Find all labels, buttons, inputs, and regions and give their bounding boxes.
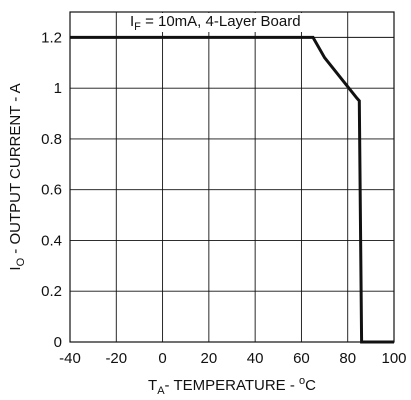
x-axis-symbol: T: [148, 377, 157, 394]
annotation-symbol: I: [130, 13, 134, 30]
x-tick-label: 80: [339, 350, 356, 367]
x-axis-superscript: o: [299, 375, 305, 387]
x-axis-text: - TEMPERATURE -: [165, 377, 299, 394]
series-group: [70, 35, 394, 344]
y-tick-label: 1: [54, 80, 62, 97]
x-tick-label: 0: [158, 350, 166, 367]
x-axis-unit: C: [305, 377, 316, 394]
x-tick-label: -20: [105, 350, 127, 367]
y-axis-text: - OUTPUT CURRENT - A: [7, 83, 24, 257]
y-tick-label: 0: [54, 334, 62, 351]
y-axis-subscript: O: [15, 257, 27, 266]
x-tick-label: 20: [201, 350, 218, 367]
plot-frame: [69, 11, 395, 343]
chart-annotation: IF = 10mA, 4-Layer Board: [130, 13, 301, 33]
y-tick-label: 0.8: [41, 131, 62, 148]
x-tick-label: 60: [293, 350, 310, 367]
x-axis-label: TA- TEMPERATURE - oC: [148, 375, 316, 397]
y-tick-label: 0.2: [41, 283, 62, 300]
annotation-background: [126, 13, 312, 32]
y-axis-label: IO - OUTPUT CURRENT - A: [7, 83, 27, 270]
x-axis-subscript: A: [157, 385, 165, 397]
y-tick-label: 1.2: [41, 29, 62, 46]
annotation-text: = 10mA, 4-Layer Board: [141, 13, 301, 30]
series-line: [70, 35, 394, 344]
x-tick-labels: -40 -20 0 20 40 60 80 100: [59, 350, 406, 367]
y-axis-symbol: I: [7, 266, 24, 270]
y-tick-label: 0.6: [41, 182, 62, 199]
x-tick-label: 100: [381, 350, 406, 367]
grid: [69, 12, 395, 343]
y-tick-labels: 0 0.2 0.4 0.6 0.8 1 1.2: [41, 29, 62, 351]
annotation-subscript: F: [134, 21, 141, 33]
x-tick-label: -40: [59, 350, 81, 367]
x-tick-label: 40: [247, 350, 264, 367]
y-tick-label: 0.4: [41, 232, 62, 249]
